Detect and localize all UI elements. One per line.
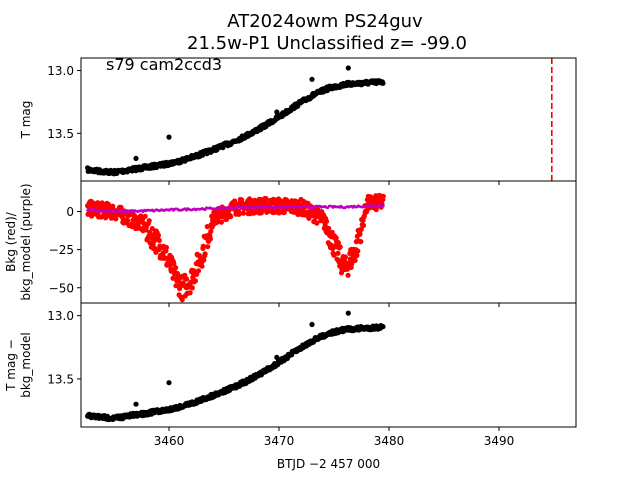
bkg-point xyxy=(199,263,205,269)
bkg-point xyxy=(173,265,179,271)
bkg-point xyxy=(149,226,155,232)
outlier-point xyxy=(345,310,351,316)
bkg-point xyxy=(246,196,253,202)
bkg-point xyxy=(360,222,367,228)
bkg-point xyxy=(355,248,361,254)
x-tick-label: 3470 xyxy=(264,434,295,448)
bkg-point xyxy=(218,219,224,225)
chart-title: AT2024owm PS24guv xyxy=(227,11,423,32)
bkg-point xyxy=(204,224,210,230)
bkg-point xyxy=(142,213,148,219)
bkg-point xyxy=(146,218,152,224)
y-tick-label: 13.0 xyxy=(47,64,74,78)
y-axis-label: T mag xyxy=(19,101,33,140)
bkg-model-point xyxy=(381,204,385,208)
bkg-point xyxy=(113,216,119,222)
y-tick-label: 13.0 xyxy=(47,309,74,323)
x-tick-label: 3460 xyxy=(154,434,185,448)
bkg-point xyxy=(125,217,131,224)
x-tick-label: 3480 xyxy=(374,434,405,448)
bkg-point xyxy=(354,252,360,259)
bkg-point xyxy=(352,257,358,263)
bkg-point xyxy=(345,272,351,278)
y-axis-label: Bkg (red)/bkg_model (purple) xyxy=(4,183,33,300)
bkg-point xyxy=(207,236,213,242)
bottom-panel: 13.0 13.5 3460 3470 3480 3490 T mag −bkg_model… xyxy=(4,302,577,471)
bkg-point xyxy=(195,268,202,274)
bkg-point xyxy=(281,209,287,215)
top-panel: 13.0 13.5 T mag xyxy=(19,57,577,185)
x-tick-label: 3490 xyxy=(484,434,515,448)
bkg-point xyxy=(189,285,195,291)
bkg-point xyxy=(358,226,364,232)
panel-annotation: s79 cam2ccd3 xyxy=(106,55,222,74)
middle-data xyxy=(85,192,386,303)
top-data xyxy=(85,65,386,177)
bkg-point xyxy=(179,297,185,303)
bkg-point xyxy=(187,290,193,296)
bottom-frame xyxy=(80,302,577,428)
bkg-point xyxy=(205,244,211,250)
bkg-point xyxy=(358,239,364,245)
bkg-point xyxy=(323,218,330,224)
bkg-point xyxy=(342,254,348,260)
outlier-point xyxy=(274,109,280,115)
bkg-point xyxy=(118,204,124,210)
y-tick-label: −50 xyxy=(49,281,74,295)
bkg-point xyxy=(236,211,242,217)
bkg-point xyxy=(103,215,109,221)
mag-point xyxy=(380,80,386,86)
chart-subtitle: 21.5w-P1 Unclassified z= -99.0 xyxy=(187,33,467,54)
bkg-point xyxy=(171,261,177,267)
bkg-point xyxy=(314,220,320,226)
outlier-point xyxy=(133,155,139,161)
mag-point xyxy=(380,324,386,330)
outlier-point xyxy=(133,401,139,407)
bkg-point xyxy=(163,244,169,251)
bkg-point xyxy=(228,214,234,220)
bkg-point xyxy=(331,252,337,258)
outlier-point xyxy=(166,134,172,140)
bottom-data xyxy=(85,310,386,423)
bkg-point xyxy=(240,210,246,216)
bkg-point xyxy=(373,207,379,213)
y-tick-label: 0 xyxy=(66,205,74,219)
bkg-point xyxy=(105,201,111,207)
bkg-point xyxy=(380,193,386,199)
bkg-point xyxy=(200,243,206,249)
y-tick-label: 13.5 xyxy=(47,372,74,386)
bkg-point xyxy=(232,198,238,204)
bkg-point xyxy=(326,225,332,231)
outlier-point xyxy=(345,65,351,71)
bkg-point xyxy=(333,235,339,241)
bkg-point xyxy=(202,251,208,257)
bkg-point xyxy=(156,237,162,243)
bkg-point xyxy=(184,276,190,282)
bkg-point xyxy=(155,232,161,238)
outlier-point xyxy=(309,321,315,328)
bkg-point xyxy=(201,257,207,263)
y-tick-label: 13.5 xyxy=(47,127,74,141)
outlier-point xyxy=(309,76,315,82)
x-axis-label: BTJD −2 457 000 xyxy=(277,457,380,471)
outlier-point xyxy=(274,354,280,360)
middle-panel: 0 −25 −50 Bkg (red)/bkg_model (purple) xyxy=(4,180,577,307)
bkg-point xyxy=(263,197,269,203)
bkg-point xyxy=(192,278,198,284)
bkg-point xyxy=(173,283,179,289)
y-axis-label: T mag −bkg_model xyxy=(4,332,33,398)
bkg-point xyxy=(208,228,214,234)
bkg-point xyxy=(337,244,343,250)
outlier-point xyxy=(166,380,172,386)
y-tick-label: −25 xyxy=(49,243,74,257)
bkg-point xyxy=(357,231,363,237)
bkg-point xyxy=(335,250,341,256)
bkg-point xyxy=(335,240,341,246)
